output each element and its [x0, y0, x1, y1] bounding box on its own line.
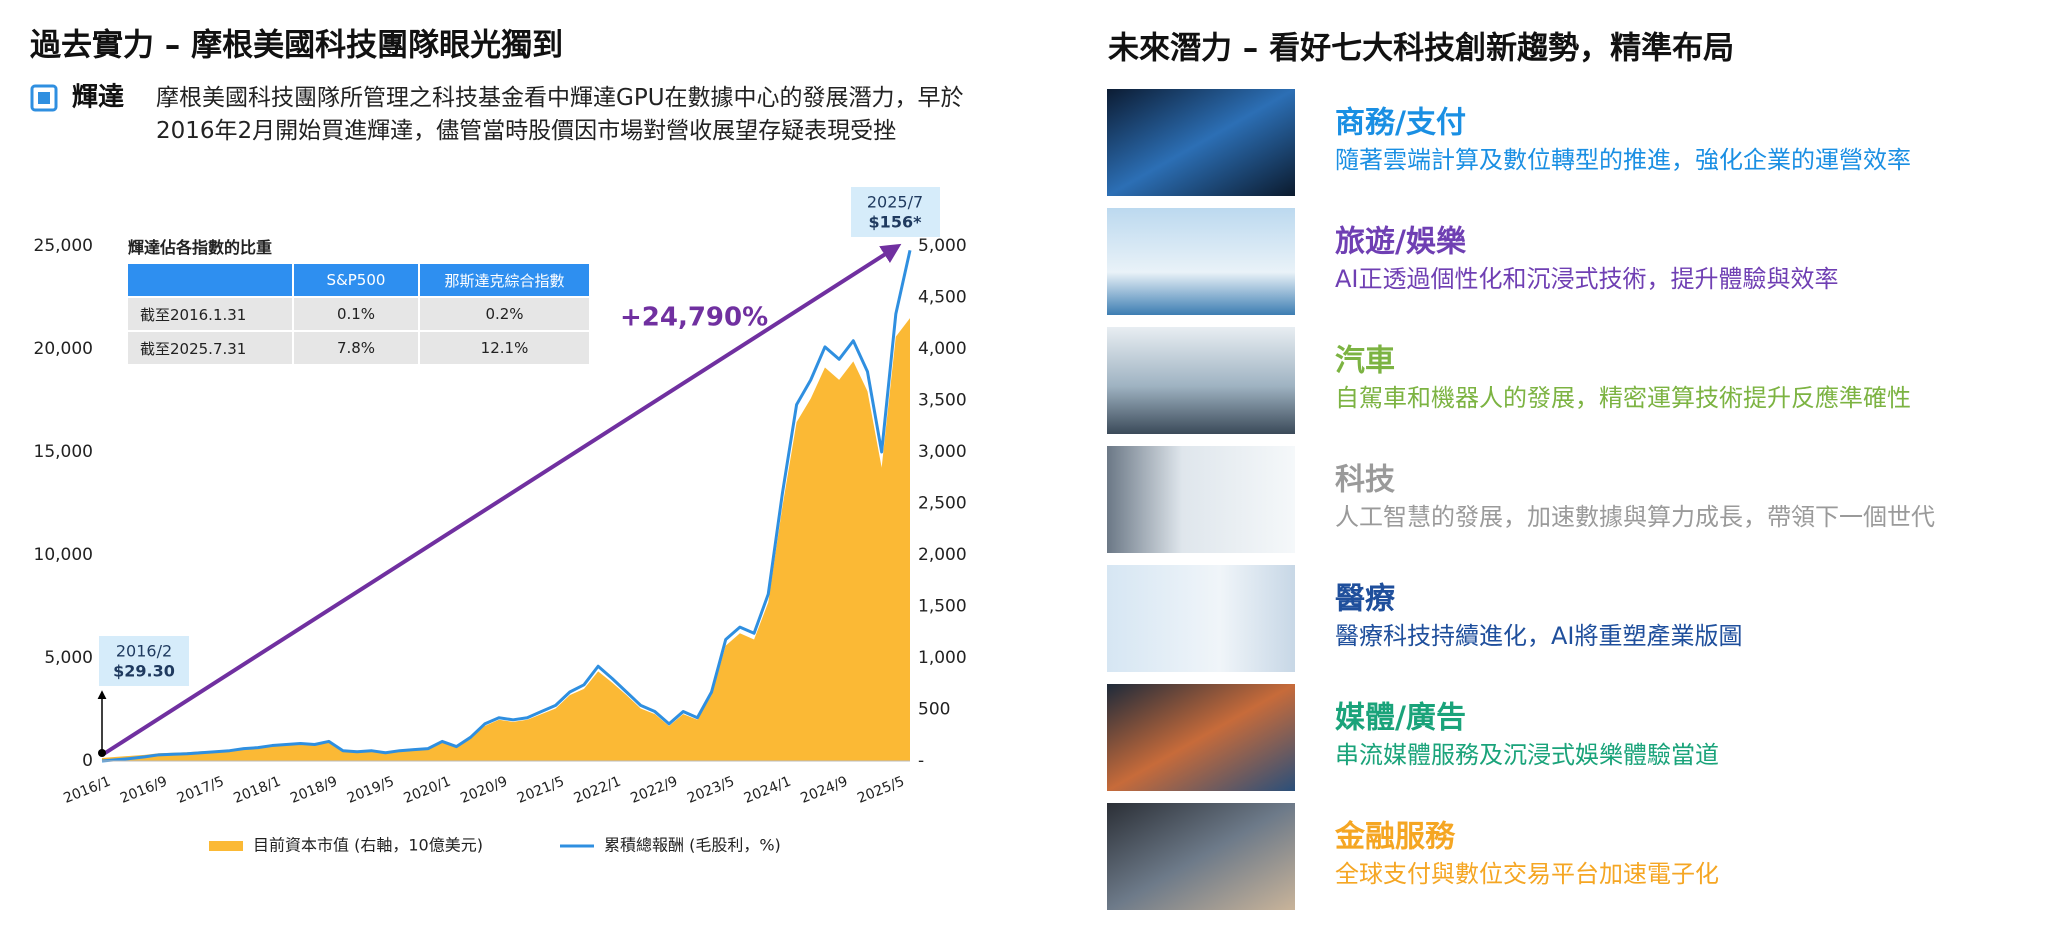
y2-tick-label: 500: [918, 700, 950, 720]
start-label: $29.30: [113, 662, 175, 681]
y2-tick-label: 5,000: [918, 236, 967, 256]
item-desc: AI正透過個性化和沉浸式技術，提升體驗與效率: [1335, 265, 1839, 293]
y2-tick-label: 1,000: [918, 648, 967, 668]
item-desc: 串流媒體服務及沉浸式娛樂體驗當道: [1335, 741, 1719, 769]
chip-icon-core: [38, 92, 50, 104]
x-tick-label: 2018/9: [288, 774, 340, 807]
header-cell: S&P500: [294, 264, 418, 296]
item-image: [1107, 565, 1295, 672]
item-title: 媒體/廣告: [1335, 701, 1466, 736]
table-cell: 截至2025.7.31: [128, 332, 292, 364]
y-tick-label: 15,000: [34, 442, 93, 462]
y2-tick-label: 2,000: [918, 545, 967, 565]
item-title: 金融服務: [1334, 820, 1456, 855]
item-image: [1107, 684, 1295, 791]
y2-tick-label: 2,500: [918, 494, 967, 514]
x-tick-label: 2016/1: [61, 774, 113, 807]
y2-tick-label: 4,500: [918, 288, 967, 308]
area-series: [102, 318, 910, 761]
item-desc: 醫療科技持續進化，AI將重塑產業版圖: [1335, 622, 1743, 650]
y-tick-label: 20,000: [34, 339, 93, 359]
item-title: 汽車: [1335, 344, 1395, 379]
legend-swatch: [209, 841, 243, 851]
y-tick-label: 25,000: [34, 236, 93, 256]
start-box: [99, 636, 189, 686]
nvidia-label: 輝達: [72, 83, 124, 113]
item-desc: 人工智慧的發展，加速數據與算力成長，帶領下一個世代: [1335, 503, 1935, 531]
header-cell: 那斯達克綜合指數: [420, 264, 589, 296]
item-image: [1107, 446, 1295, 553]
end-label: 2025/7: [867, 193, 923, 212]
growth-arrow: [100, 243, 902, 757]
line-series: [101, 249, 912, 763]
x-tick-label: 2025/5: [855, 774, 907, 807]
item-image: [1107, 89, 1295, 196]
item-image: [1107, 208, 1295, 315]
x-tick-label: 2024/1: [742, 774, 794, 807]
end-box: [851, 187, 940, 237]
inset-title: 輝達佔各指數的比重: [128, 238, 273, 257]
x-tick-label: 2016/9: [118, 774, 170, 807]
item-desc: 自駕車和機器人的發展，精密運算技術提升反應準確性: [1335, 384, 1911, 412]
y2-tick-label: 1,500: [918, 597, 967, 617]
item-desc: 全球支付與數位交易平台加速電子化: [1335, 860, 1719, 888]
right-title: 未來潛力 – 看好七大科技創新趨勢，精準布局: [1108, 31, 1734, 67]
x-tick-label: 2020/9: [458, 774, 510, 807]
chip-icon: [30, 84, 58, 112]
item-title: 醫療: [1335, 582, 1395, 617]
table-cell: 0.2%: [420, 298, 589, 330]
item-desc: 隨著雲端計算及數位轉型的推進，強化企業的運營效率: [1335, 146, 1911, 174]
header-cell: [128, 264, 292, 296]
table-cell: 7.8%: [294, 332, 418, 364]
item-title: 科技: [1335, 463, 1395, 498]
table-cell: 0.1%: [294, 298, 418, 330]
y-tick-label: 10,000: [34, 545, 93, 565]
growth-label: +24,790%: [620, 303, 768, 333]
y2-tick-label: 3,500: [918, 391, 967, 411]
item-title: 旅遊/娛樂: [1335, 225, 1467, 260]
x-tick-label: 2017/5: [175, 774, 227, 807]
y-tick-label: 5,000: [44, 648, 93, 668]
table-cell: 截至2016.1.31: [128, 298, 292, 330]
table-cell: 12.1%: [420, 332, 589, 364]
legend-label: 目前資本市值 (右軸，10億美元): [253, 836, 483, 855]
item-image: [1107, 803, 1295, 910]
inset-table: S&P500 那斯達克綜合指數 截至2016.1.31 0.1% 0.2% 截至2025…: [126, 262, 591, 366]
x-tick-label: 2022/1: [572, 774, 624, 807]
nvidia-text: 摩根美國科技團隊所管理之科技基金看中輝達GPU在數據中心的發展潛力，早於2016…: [156, 85, 964, 144]
y2-tick-label: 3,000: [918, 442, 967, 462]
x-tick-label: 2022/9: [628, 774, 680, 807]
item-title: 商務/支付: [1335, 106, 1466, 141]
end-label: $156*: [869, 213, 923, 232]
x-tick-label: 2018/1: [231, 774, 283, 807]
left-title: 過去實力 – 摩根美國科技團隊眼光獨到: [30, 28, 563, 64]
start-label: 2016/2: [116, 642, 172, 661]
item-image: [1107, 327, 1295, 434]
start-dot: [98, 749, 106, 757]
x-tick-label: 2020/1: [402, 774, 454, 807]
table-row: 截至2025.7.31 7.8% 12.1%: [128, 332, 589, 364]
table-row: 截至2016.1.31 0.1% 0.2%: [128, 298, 589, 330]
x-tick-label: 2019/5: [345, 774, 397, 807]
y2-tick-label: 4,000: [918, 339, 967, 359]
y2-tick-label: -: [918, 751, 924, 771]
y-tick-label: 0: [82, 751, 93, 771]
x-tick-label: 2021/5: [515, 774, 567, 807]
legend-label: 累積總報酬 (毛股利，%): [604, 836, 781, 855]
x-tick-label: 2023/5: [685, 774, 737, 807]
x-tick-label: 2024/9: [798, 774, 850, 807]
